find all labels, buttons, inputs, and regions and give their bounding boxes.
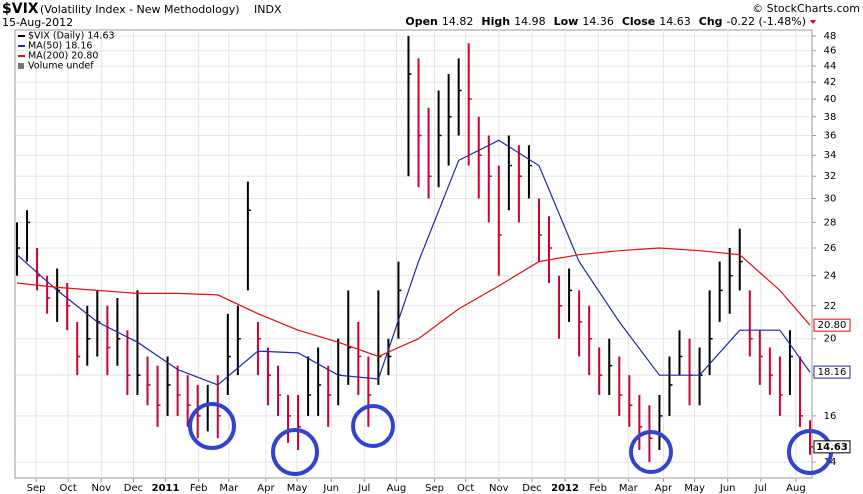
- y-tick-label: 42: [824, 77, 837, 88]
- change-arrow: [810, 20, 816, 24]
- x-tick-label: Jul: [754, 483, 767, 494]
- quote-label: High: [481, 15, 510, 28]
- x-tick-label: Oct: [60, 483, 77, 494]
- quote-label: Low: [554, 15, 579, 28]
- last-value-box: [813, 365, 851, 379]
- last-value-label: 14.63: [816, 442, 848, 453]
- copyright: © StockCharts.com: [752, 2, 860, 15]
- x-tick-label: Apr: [257, 483, 275, 494]
- highlight-circle: [351, 404, 395, 448]
- y-tick-label: 24: [824, 271, 837, 282]
- x-tick-label: May: [287, 483, 308, 494]
- last-value-box: [813, 318, 851, 332]
- x-tick-label: Feb: [589, 483, 607, 494]
- x-tick-label: Nov: [92, 483, 112, 494]
- x-tick-label: Dec: [124, 483, 143, 494]
- highlight-circle: [271, 428, 319, 476]
- y-tick-label: 44: [824, 61, 837, 72]
- quote-value: -0.22 (-1.48%): [727, 15, 806, 28]
- y-tick-label: 48: [824, 31, 837, 42]
- quote-label: Close: [622, 15, 655, 28]
- x-tick-label: 2012: [551, 483, 579, 494]
- y-tick-label: 28: [824, 217, 837, 228]
- x-tick-label: Sep: [27, 483, 46, 494]
- last-value-tag: 14.63: [813, 440, 851, 454]
- highlight-circle: [188, 402, 236, 450]
- y-tick-label: 30: [824, 194, 837, 205]
- last-value-box: [813, 440, 851, 454]
- quote: Open 14.82 High 14.98 Low 14.36 Close 14.63 Chg -…: [405, 15, 816, 28]
- x-tick-label: Apr: [655, 483, 673, 494]
- y-tick-label: 34: [824, 150, 837, 161]
- y-tick-label: 46: [824, 46, 837, 57]
- marks: [16, 35, 813, 463]
- quote-value: 14.98: [514, 15, 546, 28]
- last-value-tag: 20.80: [813, 318, 851, 332]
- x-tick-label: Mar: [619, 483, 639, 494]
- ma-line: [16, 247, 811, 358]
- plot-frame: [14, 29, 813, 479]
- x-tick-label: Aug: [786, 483, 806, 494]
- grid: 141618202224262830323436384042444648SepO…: [15, 30, 836, 494]
- last-value-label: 18.16: [818, 367, 847, 378]
- legend-label: MA(50) 18.16: [28, 41, 92, 52]
- last-value-label: 20.80: [818, 320, 847, 331]
- y-tick-label: 16: [824, 411, 837, 422]
- x-tick-label: Jun: [322, 483, 339, 494]
- y-tick-label: 38: [824, 112, 837, 123]
- x-tick-label: May: [684, 483, 705, 494]
- y-tick-label: 26: [824, 243, 837, 254]
- legend-swatch: [18, 63, 24, 69]
- legend-label: Volume undef: [28, 61, 94, 72]
- x-tick-label: Oct: [457, 483, 474, 494]
- y-tick-label: 20: [824, 334, 837, 345]
- highlight-circle: [629, 430, 673, 474]
- instrument-name: (Volatility Index - New Methodology): [40, 3, 240, 16]
- x-tick-label: Sep: [425, 483, 444, 494]
- quote-label: Open: [405, 15, 438, 28]
- x-tick-label: Dec: [522, 483, 541, 494]
- quote-value: 14.63: [659, 15, 691, 28]
- x-tick-label: Nov: [489, 483, 509, 494]
- exchange: INDX: [254, 3, 282, 16]
- quote-label: Chg: [699, 15, 723, 28]
- symbol: $VIX: [2, 1, 39, 17]
- legend-label: MA(200) 20.80: [28, 51, 98, 62]
- y-tick-label: 32: [824, 171, 837, 182]
- x-tick-label: Mar: [219, 483, 239, 494]
- x-tick-label: Jul: [357, 483, 370, 494]
- last-value-tag: 18.16: [813, 365, 851, 379]
- x-tick-label: Jun: [719, 483, 736, 494]
- x-tick-label: Aug: [387, 483, 407, 494]
- x-tick-label: 2011: [152, 483, 180, 494]
- y-tick-label: 36: [824, 130, 837, 141]
- annotations: [188, 402, 833, 476]
- quote-value: 14.36: [582, 15, 614, 28]
- y-tick-label: 40: [824, 94, 837, 105]
- ma-line: [16, 139, 811, 386]
- legend-label: $VIX (Daily) 14.63: [28, 31, 115, 42]
- x-tick-label: Feb: [190, 483, 208, 494]
- date: 15-Aug-2012: [2, 16, 73, 29]
- y-tick-label: 22: [824, 301, 837, 312]
- quote-value: 14.82: [442, 15, 474, 28]
